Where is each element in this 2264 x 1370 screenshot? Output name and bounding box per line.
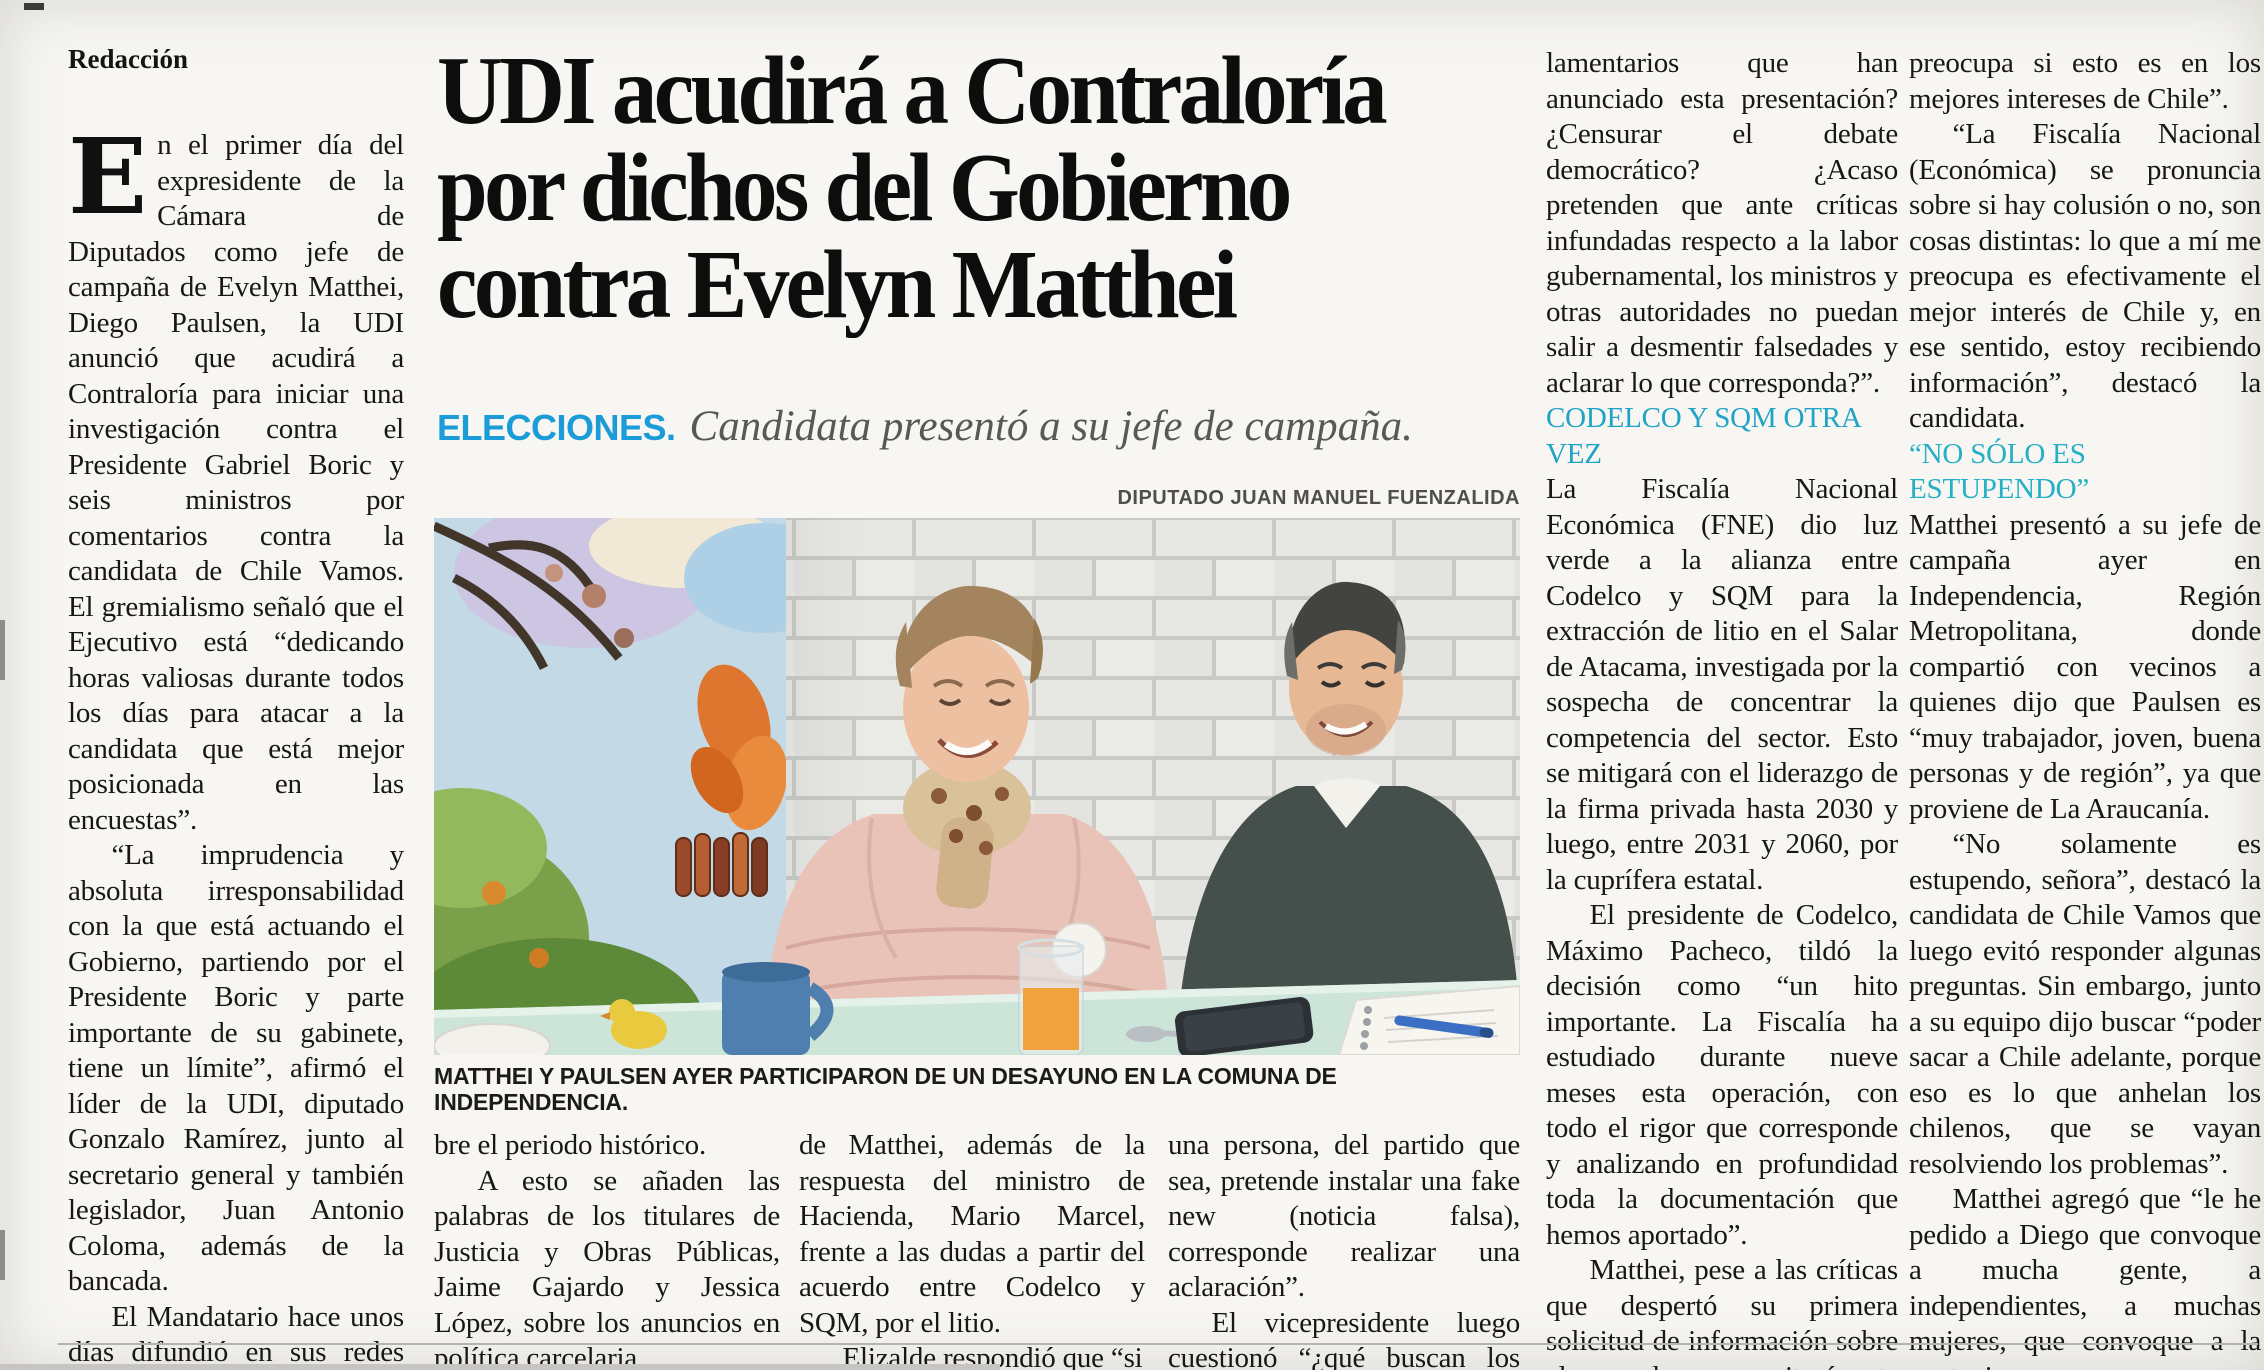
headline-line-2: por dichos del Gobierno [437,134,1292,241]
byline: Redacción [68,44,188,74]
crayon-fence [675,832,768,897]
paragraph: una persona, del partido que sea, preten… [1168,1129,1520,1303]
woman-hair [902,585,1042,678]
photo-credit: DIPUTADO JUAN MANUEL FUENZALIDA [1117,487,1520,509]
paragraph: “No solamente es estupendo, señora”, des… [1909,828,2261,1180]
bottom-rule [58,1343,2258,1345]
deck: Candidata presentó a su jefe de campaña. [689,403,1413,450]
article-photo [433,518,1570,1069]
continuation-column-1: bre el periodo histórico. A esto se añad… [434,1128,780,1370]
scan-artifact [24,3,44,10]
kicker-row: ELECCIONES. Candidata presentó a su jefe … [437,404,1532,451]
scan-artifact [0,1230,5,1280]
paragraph: Matthei agregó que “le he pedido a Diego… [1909,1183,2261,1370]
scan-edge [0,1364,1000,1370]
right-column-2: preocupa si esto es en los mejores inter… [1909,46,2261,1370]
patterned-scarf [903,760,1031,856]
photo-caption: MATTHEI Y PAULSEN AYER PARTICIPARON DE U… [434,1063,1337,1115]
smartphone [1174,997,1314,1057]
paragraph: preocupa si esto es en los mejores inter… [1909,47,2261,115]
paragraph: El presidente de Codelco, Máximo Pacheco… [1546,899,1898,1251]
paragraph: de Matthei, además de la respuesta del m… [799,1129,1145,1339]
continuation-column-3: una persona, del partido que sea, preten… [1168,1128,1520,1370]
blue-pen [1394,1015,1494,1038]
smile [1324,721,1368,735]
drop-cap: E [68,115,148,238]
paragraph: Matthei, pese a las críticas que despert… [1546,1254,1898,1370]
paragraph: Matthei presentó a su jefe de campaña ay… [1909,508,2261,825]
paragraph: “La imprudencia y absoluta irresponsabil… [68,839,404,1297]
headline-line-3: contra Evelyn Matthei [437,231,1238,338]
paragraph: bre el periodo histórico. [434,1129,707,1161]
photo-illustration [433,518,1570,1069]
paragraph: La Fiscalía Nacional Económica (FNE) dio… [1546,473,1898,896]
section-subhead-estupendo: “NO SÓLO ES ESTUPENDO” [1909,437,2090,506]
paragraph: lamentarios que han anunciado esta prese… [1546,47,1898,399]
scan-artifact [0,620,5,680]
toy-duck [600,999,667,1049]
paragraph: El Mandatario hace unos días difundió en… [68,1300,404,1369]
section-subhead-codelco: CODELCO Y SQM OTRA VEZ [1546,402,1861,470]
headline: UDI acudirá a Contraloría por dichos del… [437,42,1532,333]
man-hair [1288,581,1406,668]
paragraph: “La Fiscalía Nacional (Económica) se pro… [1909,118,2261,434]
smile [937,738,999,758]
orange-juice-glass [1017,938,1085,1056]
continuation-column-2: de Matthei, además de la respuesta del m… [799,1128,1145,1370]
tree-branch [434,521,623,671]
orange-flower [690,664,786,831]
right-column-1: lamentarios que han anunciado esta prese… [1546,46,1898,1370]
shirt-collar [1314,778,1380,828]
headline-line-1: UDI acudirá a Contraloría [437,37,1388,144]
blue-mug [722,962,834,1055]
section-kicker: ELECCIONES. [437,407,676,448]
woman-face [903,634,1029,782]
paragraph: El vicepresidente luego cuestionó “¿qué … [1168,1306,1520,1370]
paragraph: A esto se añaden las palabras de los tit… [434,1164,780,1370]
